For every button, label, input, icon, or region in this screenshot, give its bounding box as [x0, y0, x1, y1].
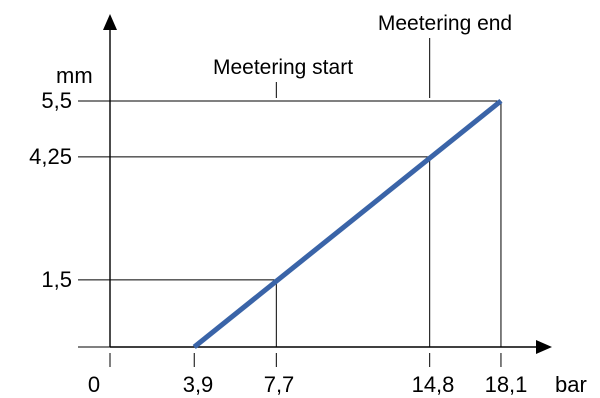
axes [103, 14, 552, 354]
annotation-label: Meetering end [378, 12, 512, 35]
y-tick-label: 4,25 [29, 144, 72, 169]
x-tick-label: 14,8 [412, 372, 455, 397]
series-line-0 [192, 99, 503, 349]
x-axis-arrowhead [536, 340, 552, 354]
y-axis-label: mm [56, 63, 93, 88]
tick-marks [78, 100, 502, 367]
x-axis-label: bar [555, 372, 587, 397]
series-group [192, 99, 503, 349]
x-tick-label: 18,1 [485, 372, 528, 397]
guide-lines [110, 100, 502, 347]
labels-group: bar mm 1,5 4,25 5,5 0 3,9 7,7 14,8 18,1 Meeterin… [29, 12, 587, 397]
y-tick-label: 1,5 [41, 267, 72, 292]
x-tick-label: 7,7 [264, 372, 295, 397]
x-tick-label: 0 [88, 372, 100, 397]
y-axis-arrowhead [103, 14, 117, 30]
annotation-label: Meetering start [213, 56, 353, 79]
x-tick-label: 3,9 [183, 372, 214, 397]
y-tick-label: 5,5 [41, 88, 72, 113]
